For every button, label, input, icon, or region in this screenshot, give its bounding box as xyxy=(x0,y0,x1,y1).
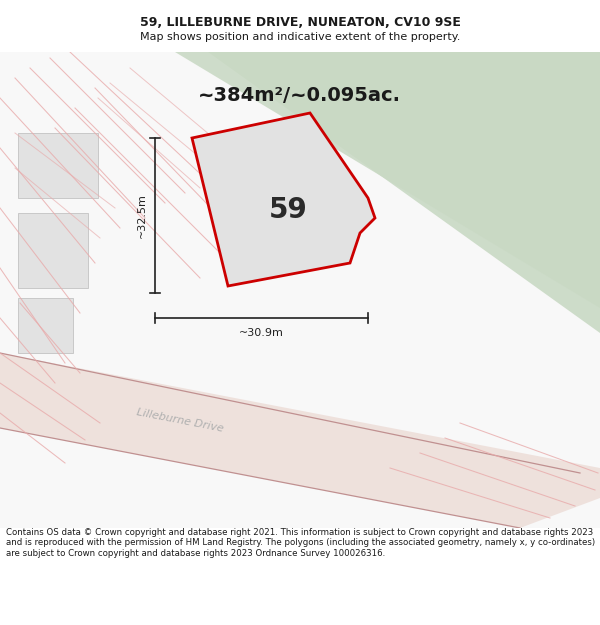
Text: Map shows position and indicative extent of the property.: Map shows position and indicative extent… xyxy=(140,32,460,42)
Polygon shape xyxy=(175,52,600,308)
Text: Contains OS data © Crown copyright and database right 2021. This information is : Contains OS data © Crown copyright and d… xyxy=(6,528,595,558)
Text: 59, LILLEBURNE DRIVE, NUNEATON, CV10 9SE: 59, LILLEBURNE DRIVE, NUNEATON, CV10 9SE xyxy=(140,16,460,29)
Text: ~384m²/~0.095ac.: ~384m²/~0.095ac. xyxy=(198,86,401,105)
Text: ~32.5m: ~32.5m xyxy=(137,193,147,238)
Bar xyxy=(18,133,98,198)
Text: Lilleburne Drive: Lilleburne Drive xyxy=(136,407,224,433)
Bar xyxy=(18,213,88,288)
Polygon shape xyxy=(0,353,600,528)
Bar xyxy=(18,298,73,353)
Polygon shape xyxy=(192,113,375,286)
Text: ~30.9m: ~30.9m xyxy=(239,328,284,338)
Polygon shape xyxy=(208,52,600,333)
Text: 59: 59 xyxy=(269,196,307,224)
